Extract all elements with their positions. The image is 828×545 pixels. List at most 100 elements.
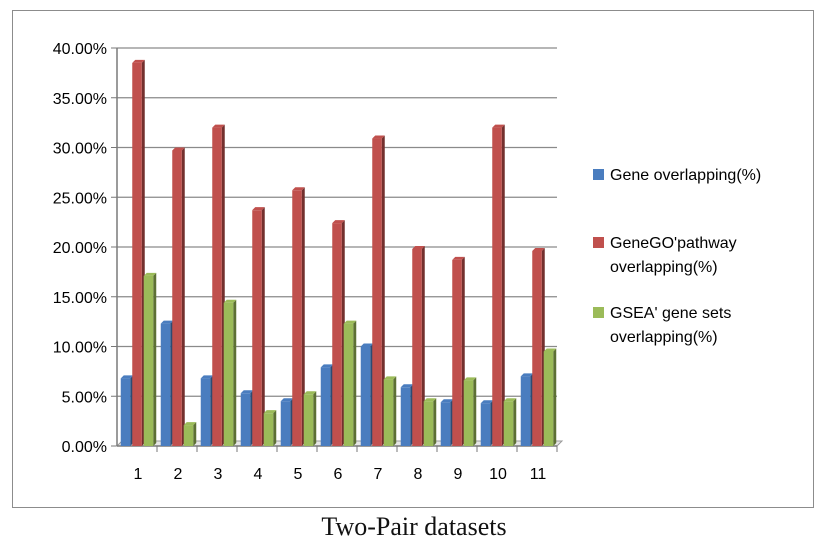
bar bbox=[252, 210, 262, 446]
bar-top bbox=[360, 343, 374, 347]
x-tick-label: 7 bbox=[374, 466, 383, 483]
bar bbox=[223, 302, 234, 446]
bar bbox=[320, 367, 331, 446]
bar bbox=[343, 323, 354, 446]
bar-side bbox=[433, 398, 437, 446]
bar bbox=[440, 402, 451, 446]
x-tick-label: 4 bbox=[254, 466, 263, 483]
bar bbox=[452, 259, 462, 446]
bar-top bbox=[463, 377, 477, 381]
legend-label: GeneGO'pathway bbox=[610, 235, 737, 252]
bar-top bbox=[212, 124, 225, 128]
bar-top bbox=[172, 147, 185, 151]
bar-top bbox=[412, 245, 425, 249]
bar-top bbox=[252, 207, 265, 211]
bar-top bbox=[332, 220, 345, 224]
bar bbox=[423, 401, 434, 446]
bar-side bbox=[153, 272, 157, 446]
legend-label: GSEA' gene sets bbox=[610, 305, 731, 322]
bar bbox=[543, 351, 554, 446]
bar-top bbox=[440, 399, 454, 403]
bar bbox=[143, 275, 154, 446]
bar-top bbox=[292, 187, 305, 191]
y-tick-label: 5.00% bbox=[62, 389, 107, 406]
bar bbox=[412, 248, 422, 446]
legend-label: overlapping(%) bbox=[610, 259, 718, 276]
bar-side bbox=[553, 348, 557, 446]
bar-top bbox=[223, 299, 237, 303]
y-tick-label: 10.00% bbox=[53, 340, 107, 357]
bar bbox=[503, 401, 514, 446]
bar bbox=[303, 394, 314, 446]
x-tick-label: 10 bbox=[489, 466, 507, 483]
bar-top bbox=[480, 400, 494, 404]
bar-top bbox=[372, 135, 385, 139]
legend-label: overlapping(%) bbox=[610, 329, 718, 346]
bar bbox=[120, 378, 131, 446]
y-tick-label: 15.00% bbox=[53, 290, 107, 307]
bar-top bbox=[543, 348, 557, 352]
bar bbox=[292, 190, 302, 446]
y-tick-label: 35.00% bbox=[53, 91, 107, 108]
bar-side bbox=[473, 377, 477, 446]
bar bbox=[172, 150, 182, 447]
legend-swatch bbox=[593, 237, 604, 248]
bar-top bbox=[400, 384, 414, 388]
bar-side bbox=[273, 410, 277, 446]
bar-top bbox=[132, 59, 145, 63]
bar bbox=[183, 425, 194, 446]
y-tick-label: 25.00% bbox=[53, 190, 107, 207]
bar-top bbox=[160, 320, 174, 324]
bar bbox=[480, 403, 491, 446]
bar bbox=[212, 127, 222, 446]
bar-top bbox=[263, 410, 277, 414]
bar-side bbox=[261, 207, 265, 446]
bar-top bbox=[503, 398, 517, 402]
bar bbox=[463, 380, 474, 446]
bar-side bbox=[301, 187, 305, 446]
bar-top bbox=[183, 422, 197, 426]
bar-chart: 0.00% 5.00% 10.00% 15.00% 20.00% 25.00% 30.00%… bbox=[53, 41, 761, 483]
x-tick-label: 6 bbox=[334, 466, 343, 483]
x-tick-label: 5 bbox=[294, 466, 303, 483]
bar-side bbox=[193, 422, 197, 446]
x-axis-title: Two-Pair datasets bbox=[321, 512, 507, 541]
x-tick-label: 8 bbox=[414, 466, 423, 483]
bar-side bbox=[181, 147, 185, 447]
bar-top bbox=[143, 272, 157, 276]
bar-side bbox=[501, 124, 505, 446]
bar-top bbox=[423, 398, 437, 402]
bar bbox=[360, 346, 371, 446]
bar-top bbox=[120, 375, 134, 379]
bar-top bbox=[320, 364, 334, 368]
bar bbox=[400, 387, 411, 446]
bar-side bbox=[313, 391, 317, 446]
bar-top bbox=[343, 320, 357, 324]
bar-top bbox=[200, 375, 214, 379]
legend-swatch bbox=[593, 307, 604, 318]
x-tick-label: 9 bbox=[454, 466, 463, 483]
bar bbox=[372, 138, 382, 447]
y-tick-label: 20.00% bbox=[53, 240, 107, 257]
bar-side bbox=[513, 398, 517, 446]
bar-top bbox=[452, 256, 465, 260]
legend-swatch bbox=[593, 169, 604, 180]
y-tick-label: 0.00% bbox=[62, 439, 107, 456]
bar-top bbox=[492, 124, 505, 128]
legend-label: Gene overlapping(%) bbox=[610, 167, 761, 184]
bar bbox=[263, 413, 274, 446]
bar bbox=[492, 127, 502, 446]
bar-side bbox=[353, 320, 357, 446]
bar-top bbox=[383, 376, 397, 380]
bar-side bbox=[393, 376, 397, 446]
x-tick-label: 1 bbox=[134, 466, 143, 483]
y-tick-label: 40.00% bbox=[53, 41, 107, 58]
x-tick-label: 3 bbox=[214, 466, 223, 483]
bar bbox=[240, 393, 251, 446]
bar-top bbox=[520, 373, 534, 377]
bar bbox=[280, 401, 291, 446]
bar-top bbox=[303, 391, 317, 395]
x-tick-label: 2 bbox=[174, 466, 183, 483]
bar-side bbox=[381, 135, 385, 447]
bar-top bbox=[280, 398, 294, 402]
